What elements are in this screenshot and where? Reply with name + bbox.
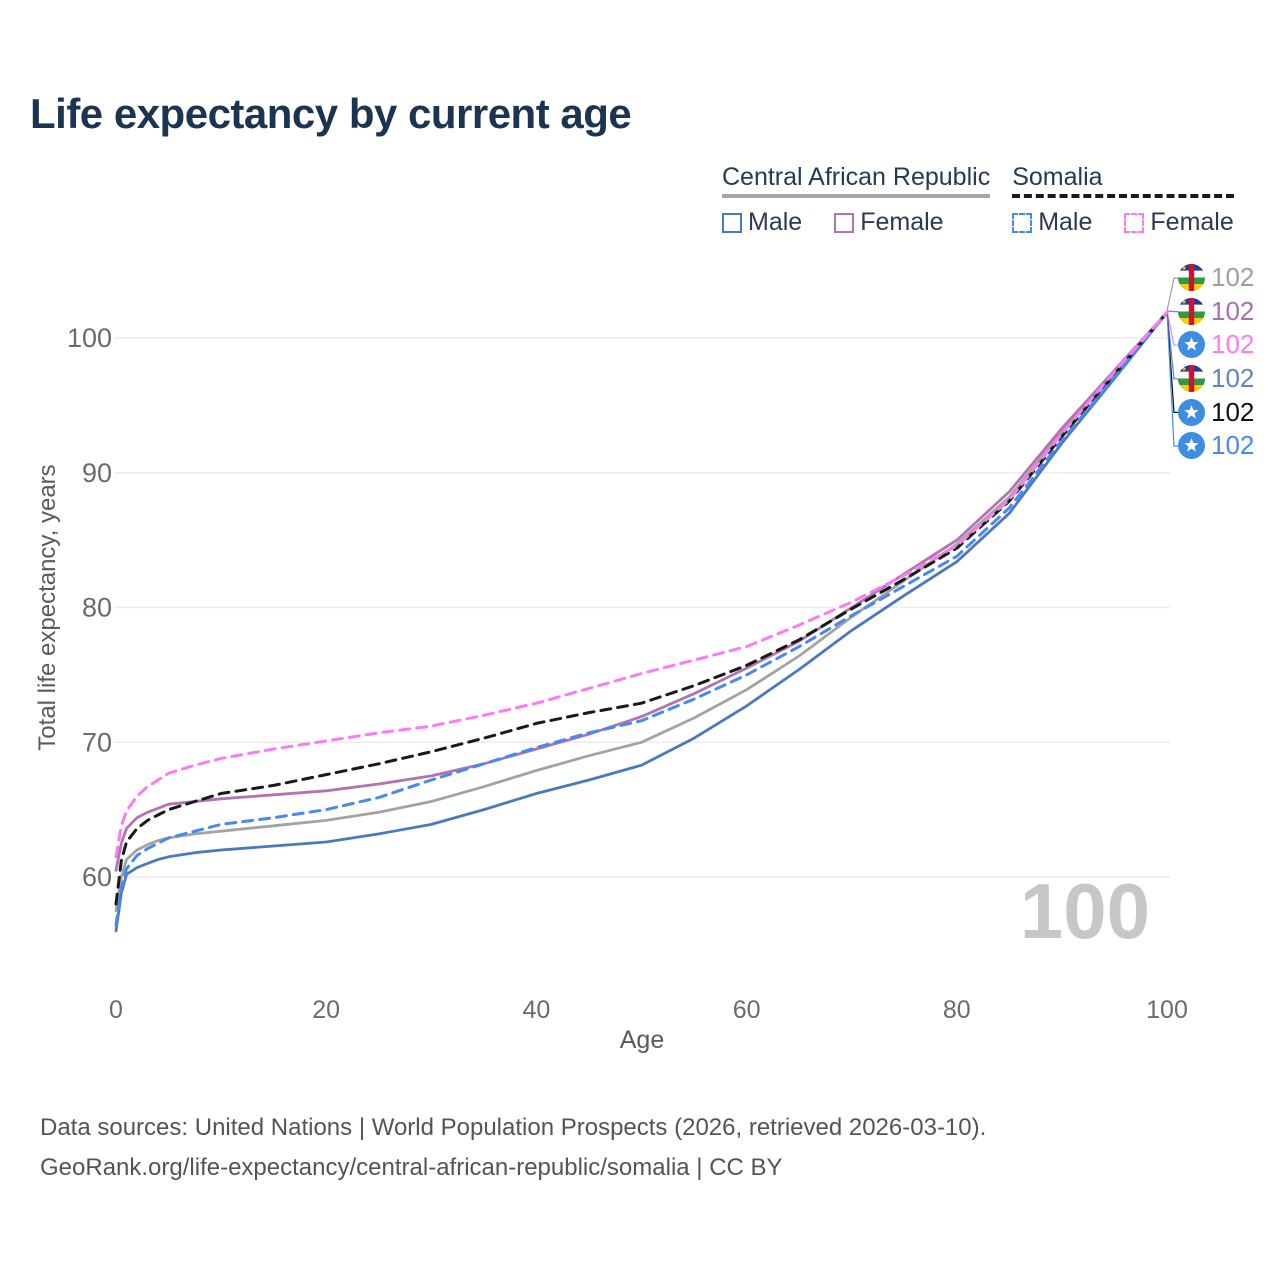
legend-item-car-male[interactable]: Male bbox=[722, 208, 802, 237]
legend-item-somalia-female[interactable]: Female bbox=[1124, 208, 1234, 237]
leader-line bbox=[1166, 310, 1179, 346]
end-value-labels: ★ 102 ★ 102 102 ★ 102 102 102 bbox=[1178, 261, 1254, 463]
svg-text:★: ★ bbox=[1181, 366, 1187, 373]
end-value: 102 bbox=[1211, 295, 1255, 326]
somalia-male-swatch-icon bbox=[1012, 212, 1033, 233]
x-tick-label: 20 bbox=[312, 996, 340, 1024]
data-sources-line: Data sources: United Nations | World Pop… bbox=[40, 1114, 987, 1141]
end-value: 102 bbox=[1211, 363, 1255, 394]
attribution-line: GeoRank.org/life-expectancy/central-afri… bbox=[40, 1154, 783, 1181]
legend-item-label: Female bbox=[860, 208, 944, 236]
series-line[interactable] bbox=[114, 310, 1169, 906]
y-tick-label: 70 bbox=[82, 727, 112, 757]
end-value: 102 bbox=[1211, 262, 1255, 293]
end-label-row: 102 bbox=[1178, 328, 1254, 362]
svg-text:★: ★ bbox=[1181, 265, 1187, 272]
central-african-republic-flag-icon: ★ bbox=[1178, 365, 1205, 393]
end-label-row: 102 bbox=[1178, 429, 1254, 463]
leader-line bbox=[1166, 310, 1179, 447]
leader-line bbox=[1166, 310, 1179, 380]
end-label-row: 102 bbox=[1178, 395, 1254, 429]
y-tick-label: 80 bbox=[82, 593, 112, 623]
central-african-republic-flag-icon: ★ bbox=[1178, 297, 1205, 325]
age-frame-watermark: 100 bbox=[1019, 867, 1150, 955]
x-tick-label: 0 bbox=[109, 996, 123, 1024]
series-line[interactable] bbox=[114, 310, 1169, 859]
x-tick-label: 100 bbox=[1146, 996, 1188, 1024]
legend-line-sample-car bbox=[722, 194, 991, 198]
central-african-republic-flag-icon: ★ bbox=[1178, 264, 1205, 292]
y-tick-label: 60 bbox=[82, 862, 112, 892]
car-male-swatch-icon bbox=[722, 212, 742, 233]
x-tick-label: 40 bbox=[522, 996, 550, 1024]
somalia-female-swatch-icon bbox=[1124, 212, 1145, 233]
y-tick-label: 90 bbox=[82, 458, 112, 488]
legend-group-title-car[interactable]: Central African Republic bbox=[722, 163, 991, 191]
series-line[interactable] bbox=[114, 311, 1169, 933]
y-tick-label: 100 bbox=[67, 323, 112, 353]
legend-line-sample-somalia bbox=[1012, 194, 1234, 198]
end-label-row: ★ 102 bbox=[1178, 261, 1254, 295]
car-female-swatch-icon bbox=[834, 212, 855, 233]
somalia-flag-icon bbox=[1178, 331, 1205, 359]
legend-item-label: Male bbox=[1038, 208, 1093, 236]
series-line[interactable] bbox=[114, 310, 1169, 927]
end-label-row: ★ 102 bbox=[1178, 295, 1254, 329]
end-label-row: ★ 102 bbox=[1178, 362, 1254, 396]
legend-item-label: Male bbox=[748, 208, 803, 236]
leader-line bbox=[1166, 277, 1179, 312]
legend-item-label: Female bbox=[1150, 208, 1234, 236]
end-value: 102 bbox=[1211, 430, 1255, 461]
legend: Central African Republic Male Female Som… bbox=[722, 164, 1234, 237]
legend-item-somalia-male[interactable]: Male bbox=[1012, 208, 1092, 237]
legend-group-title-somalia[interactable]: Somalia bbox=[1012, 163, 1103, 191]
leader-line bbox=[1166, 310, 1179, 313]
svg-text:★: ★ bbox=[1181, 299, 1187, 306]
x-tick-label: 80 bbox=[943, 996, 971, 1024]
x-axis-title: Age bbox=[619, 1026, 665, 1054]
page-title: Life expectancy by current age bbox=[30, 90, 632, 137]
footer: Data sources: United Nations | World Pop… bbox=[40, 1108, 986, 1188]
somalia-flag-icon bbox=[1178, 398, 1205, 426]
legend-group-somalia: Somalia Male Female bbox=[1012, 164, 1234, 237]
somalia-flag-icon bbox=[1178, 432, 1205, 460]
y-axis-title: Total life expectancy, years bbox=[34, 464, 61, 751]
legend-item-car-female[interactable]: Female bbox=[834, 208, 944, 237]
end-value: 102 bbox=[1211, 396, 1255, 427]
x-tick-label: 60 bbox=[733, 996, 761, 1024]
end-value: 102 bbox=[1211, 329, 1255, 360]
series-line[interactable] bbox=[114, 311, 1169, 913]
legend-group-central-african-republic: Central African Republic Male Female bbox=[722, 163, 991, 237]
